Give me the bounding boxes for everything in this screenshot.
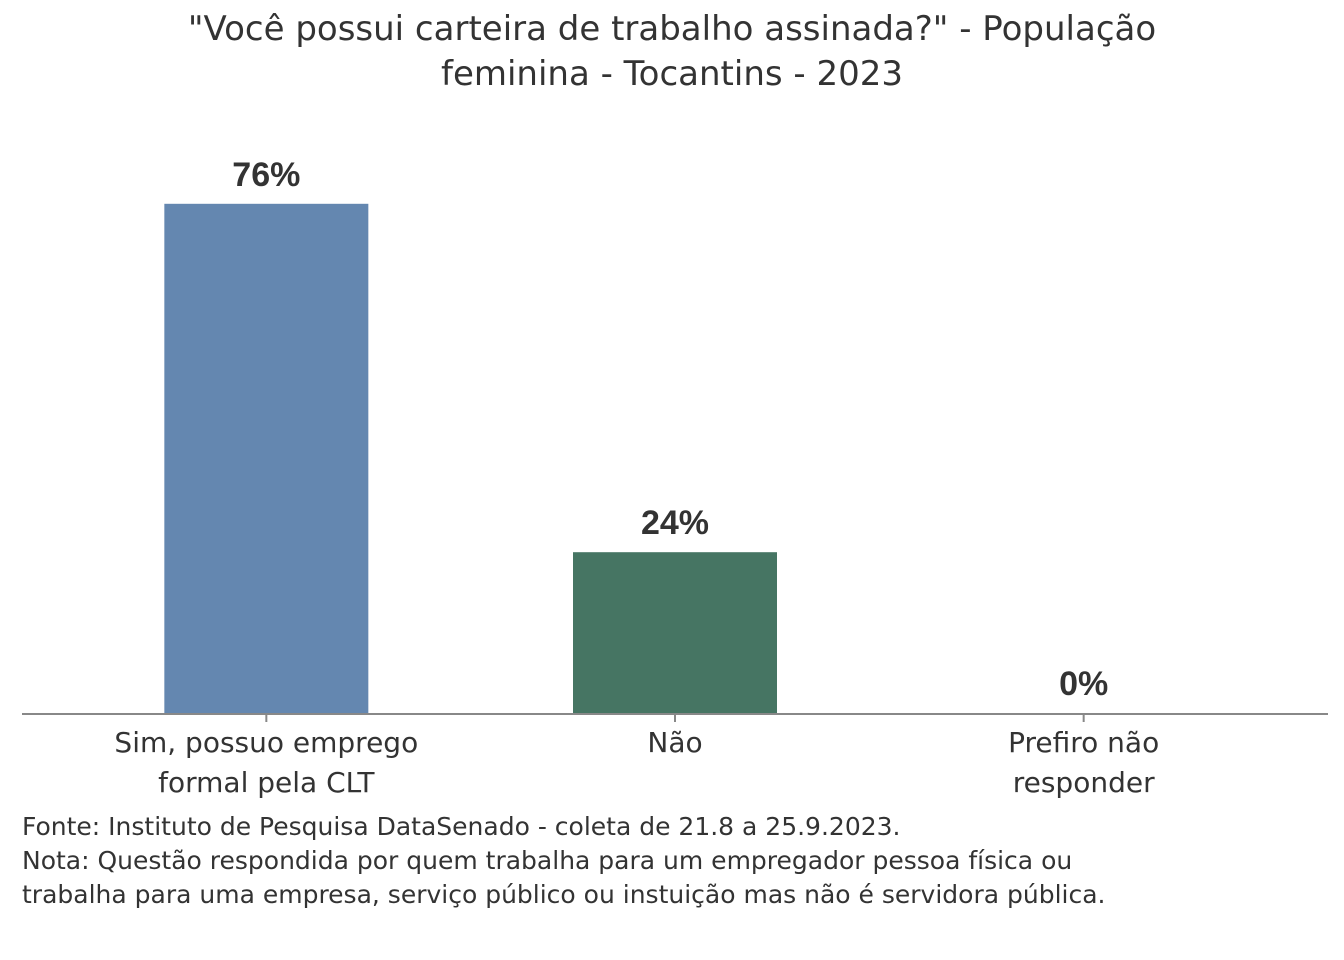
bar — [164, 203, 369, 714]
chart-title: "Você possui carteira de trabalho assina… — [188, 9, 1156, 94]
x-tick-label: Prefiro não responder — [1008, 726, 1159, 799]
x-tick-label: Não — [647, 726, 702, 759]
value-label: 76% — [232, 156, 300, 194]
chart: "Você possui carteira de trabalho assina… — [22, 9, 1328, 799]
x-tick-label: Sim, possuo emprego formal pela CLT — [114, 726, 418, 799]
source: Fonte: Instituto de Pesquisa DataSenado … — [22, 812, 901, 841]
note: Nota: Questão respondida por quem trabal… — [22, 846, 1106, 909]
value-label: 24% — [641, 504, 709, 542]
value-label: 0% — [1059, 665, 1108, 703]
bar — [573, 552, 777, 713]
